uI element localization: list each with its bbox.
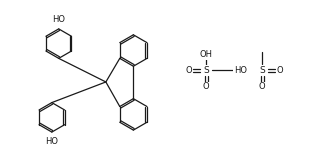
Text: O: O: [203, 82, 210, 91]
Text: HO: HO: [234, 66, 247, 75]
Text: HO: HO: [45, 137, 58, 146]
Text: O: O: [259, 82, 265, 91]
Text: S: S: [259, 66, 265, 75]
Text: O: O: [185, 66, 192, 75]
Text: S: S: [203, 66, 209, 75]
Text: HO: HO: [52, 15, 65, 24]
Text: OH: OH: [200, 50, 213, 59]
Text: O: O: [277, 66, 283, 75]
